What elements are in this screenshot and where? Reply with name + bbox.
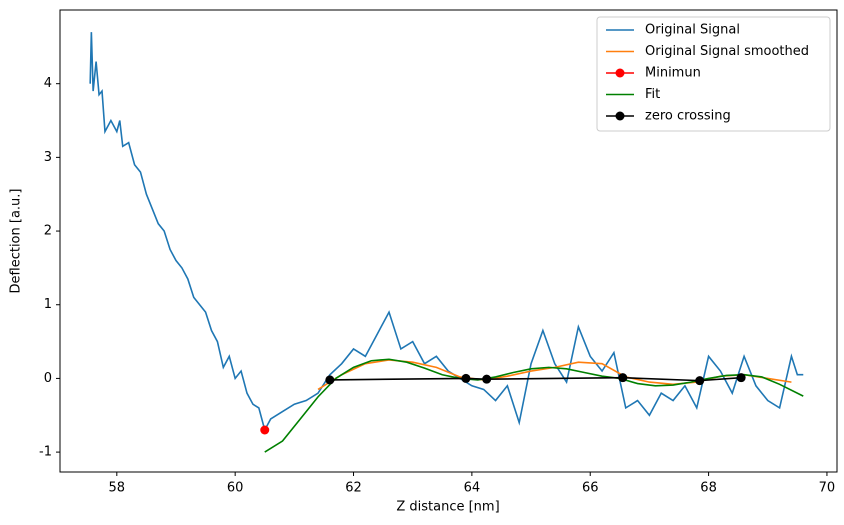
legend-label: zero crossing [645,109,731,124]
x-tick-label: 58 [109,481,126,496]
series-line [89,32,804,433]
x-tick-label: 62 [345,481,362,496]
y-tick-label: 3 [44,150,52,165]
y-tick-label: 4 [44,76,52,91]
y-axis-label: Deflection [a.u.] [9,189,24,294]
x-axis-label: Z distance [nm] [396,500,499,515]
series-marker [736,373,746,383]
series-marker [695,376,705,386]
legend-box [596,16,831,132]
series-marker [618,373,628,383]
series-marker [482,374,492,384]
legend-label: Fit [645,87,660,102]
y-tick-label: -1 [39,445,52,460]
plot-frame [59,9,838,473]
legend-label: Original Signal [645,23,740,38]
series-marker [461,373,471,383]
x-tick-label: 60 [227,481,244,496]
series-marker [325,375,335,385]
y-tick-label: 2 [44,224,52,239]
legend: Original Signal Original Signal smoothed M… [596,16,831,132]
x-tick-label: 70 [819,481,836,496]
x-tick-label: 68 [700,481,717,496]
series-line [329,376,742,382]
x-tick-label: 66 [582,481,599,496]
legend-marker [615,111,625,121]
legend-label: Original Signal smoothed [645,44,809,59]
y-tick-label: 1 [44,297,52,312]
legend-marker [615,68,625,78]
x-tick-label: 64 [464,481,481,496]
legend-label: Minimun [645,66,701,81]
series-marker [260,425,270,435]
y-tick-label: 0 [44,371,52,386]
series-line [264,358,804,453]
